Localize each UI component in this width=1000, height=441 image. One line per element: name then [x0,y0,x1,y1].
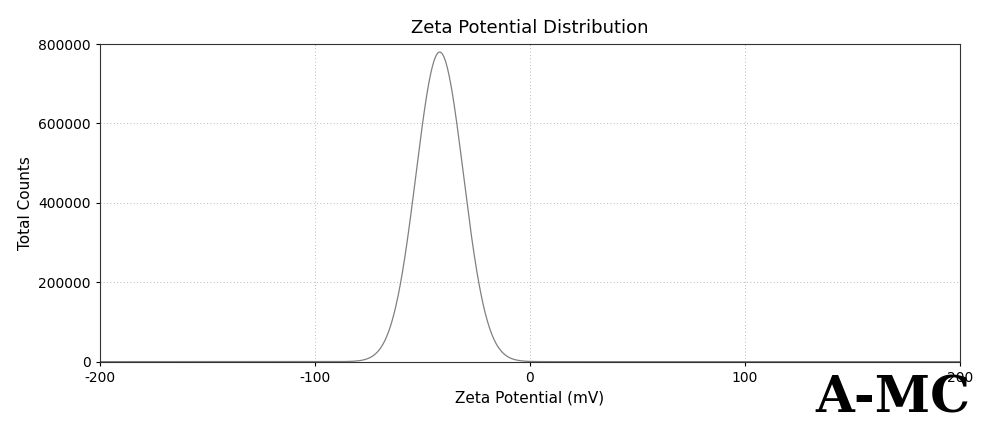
Title: Zeta Potential Distribution: Zeta Potential Distribution [411,19,649,37]
X-axis label: Zeta Potential (mV): Zeta Potential (mV) [455,390,605,405]
Text: A-MC: A-MC [815,374,970,423]
Y-axis label: Total Counts: Total Counts [18,156,33,250]
